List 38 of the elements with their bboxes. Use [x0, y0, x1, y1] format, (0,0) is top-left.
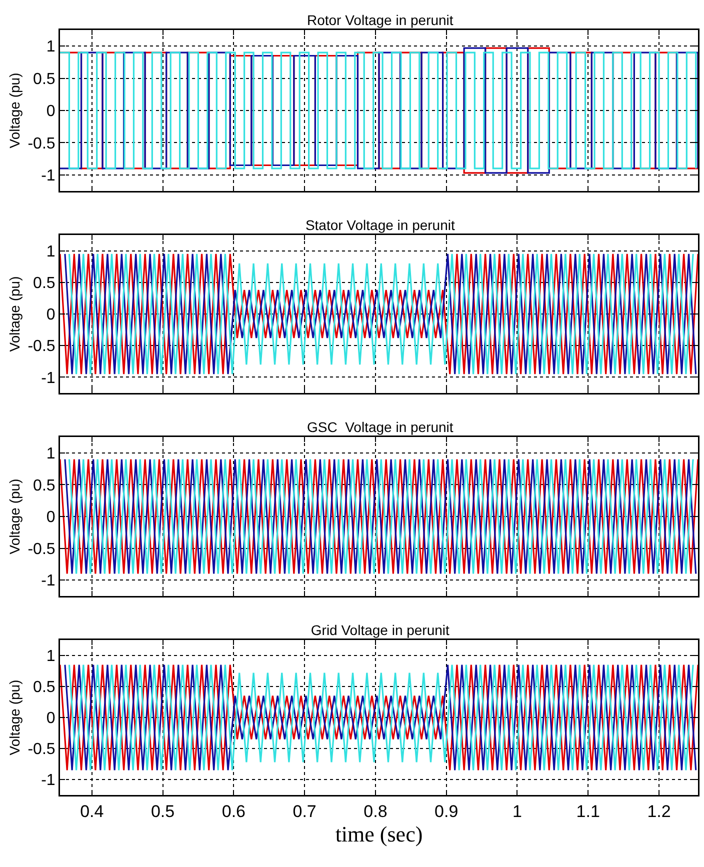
y-tick-label: 0	[46, 509, 56, 526]
y-tick-label: 0	[46, 710, 56, 728]
chart-title: Stator Voltage in perunit	[305, 216, 455, 233]
y-tick-label: 0	[46, 306, 56, 324]
y-tick-label: -1	[41, 168, 56, 184]
y-axis-title: Voltage (pu)	[6, 478, 23, 554]
x-tick-label: 0.7	[292, 802, 316, 821]
y-tick-label: -0.5	[28, 338, 56, 356]
y-tick-label: 0.5	[33, 70, 56, 88]
y-tick-label: 1	[46, 38, 56, 56]
y-axis-title: Voltage (pu)	[6, 276, 23, 352]
chart-title: Rotor Voltage in perunit	[306, 12, 454, 28]
x-tick-label: 0.9	[434, 802, 458, 821]
x-tick-label: 0.4	[80, 802, 104, 821]
chart-title: GSC Voltage in perunit	[307, 418, 454, 435]
y-tick-label: -0.5	[28, 135, 56, 152]
y-tick-label: 1	[46, 648, 56, 666]
x-axis-title: time (sec)	[335, 822, 423, 847]
y-tick-label: -0.5	[28, 741, 56, 758]
x-tick-label: 0.6	[222, 802, 246, 821]
y-tick-label: 0	[46, 103, 56, 120]
x-tick-label: 1.1	[576, 802, 600, 821]
y-tick-label: 0.5	[33, 477, 56, 494]
chart-title: Grid Voltage in perunit	[310, 622, 450, 638]
x-tick-label: 0.8	[364, 802, 388, 821]
y-tick-label: -1	[41, 772, 56, 790]
y-tick-label: 0.5	[33, 679, 56, 696]
x-tick-label: 1	[512, 802, 522, 821]
y-tick-label: -1	[41, 572, 56, 590]
y-axis-title: Voltage (pu)	[6, 680, 23, 756]
y-tick-label: 1	[46, 446, 56, 462]
y-tick-label: 1	[46, 243, 56, 260]
x-tick-label: 0.5	[150, 802, 175, 821]
y-axis-title: Voltage (pu)	[6, 72, 23, 148]
x-tick-label: 1.2	[647, 802, 671, 821]
y-tick-label: -1	[41, 370, 56, 387]
y-tick-label: -0.5	[28, 540, 56, 558]
y-tick-label: 0.5	[33, 275, 56, 292]
